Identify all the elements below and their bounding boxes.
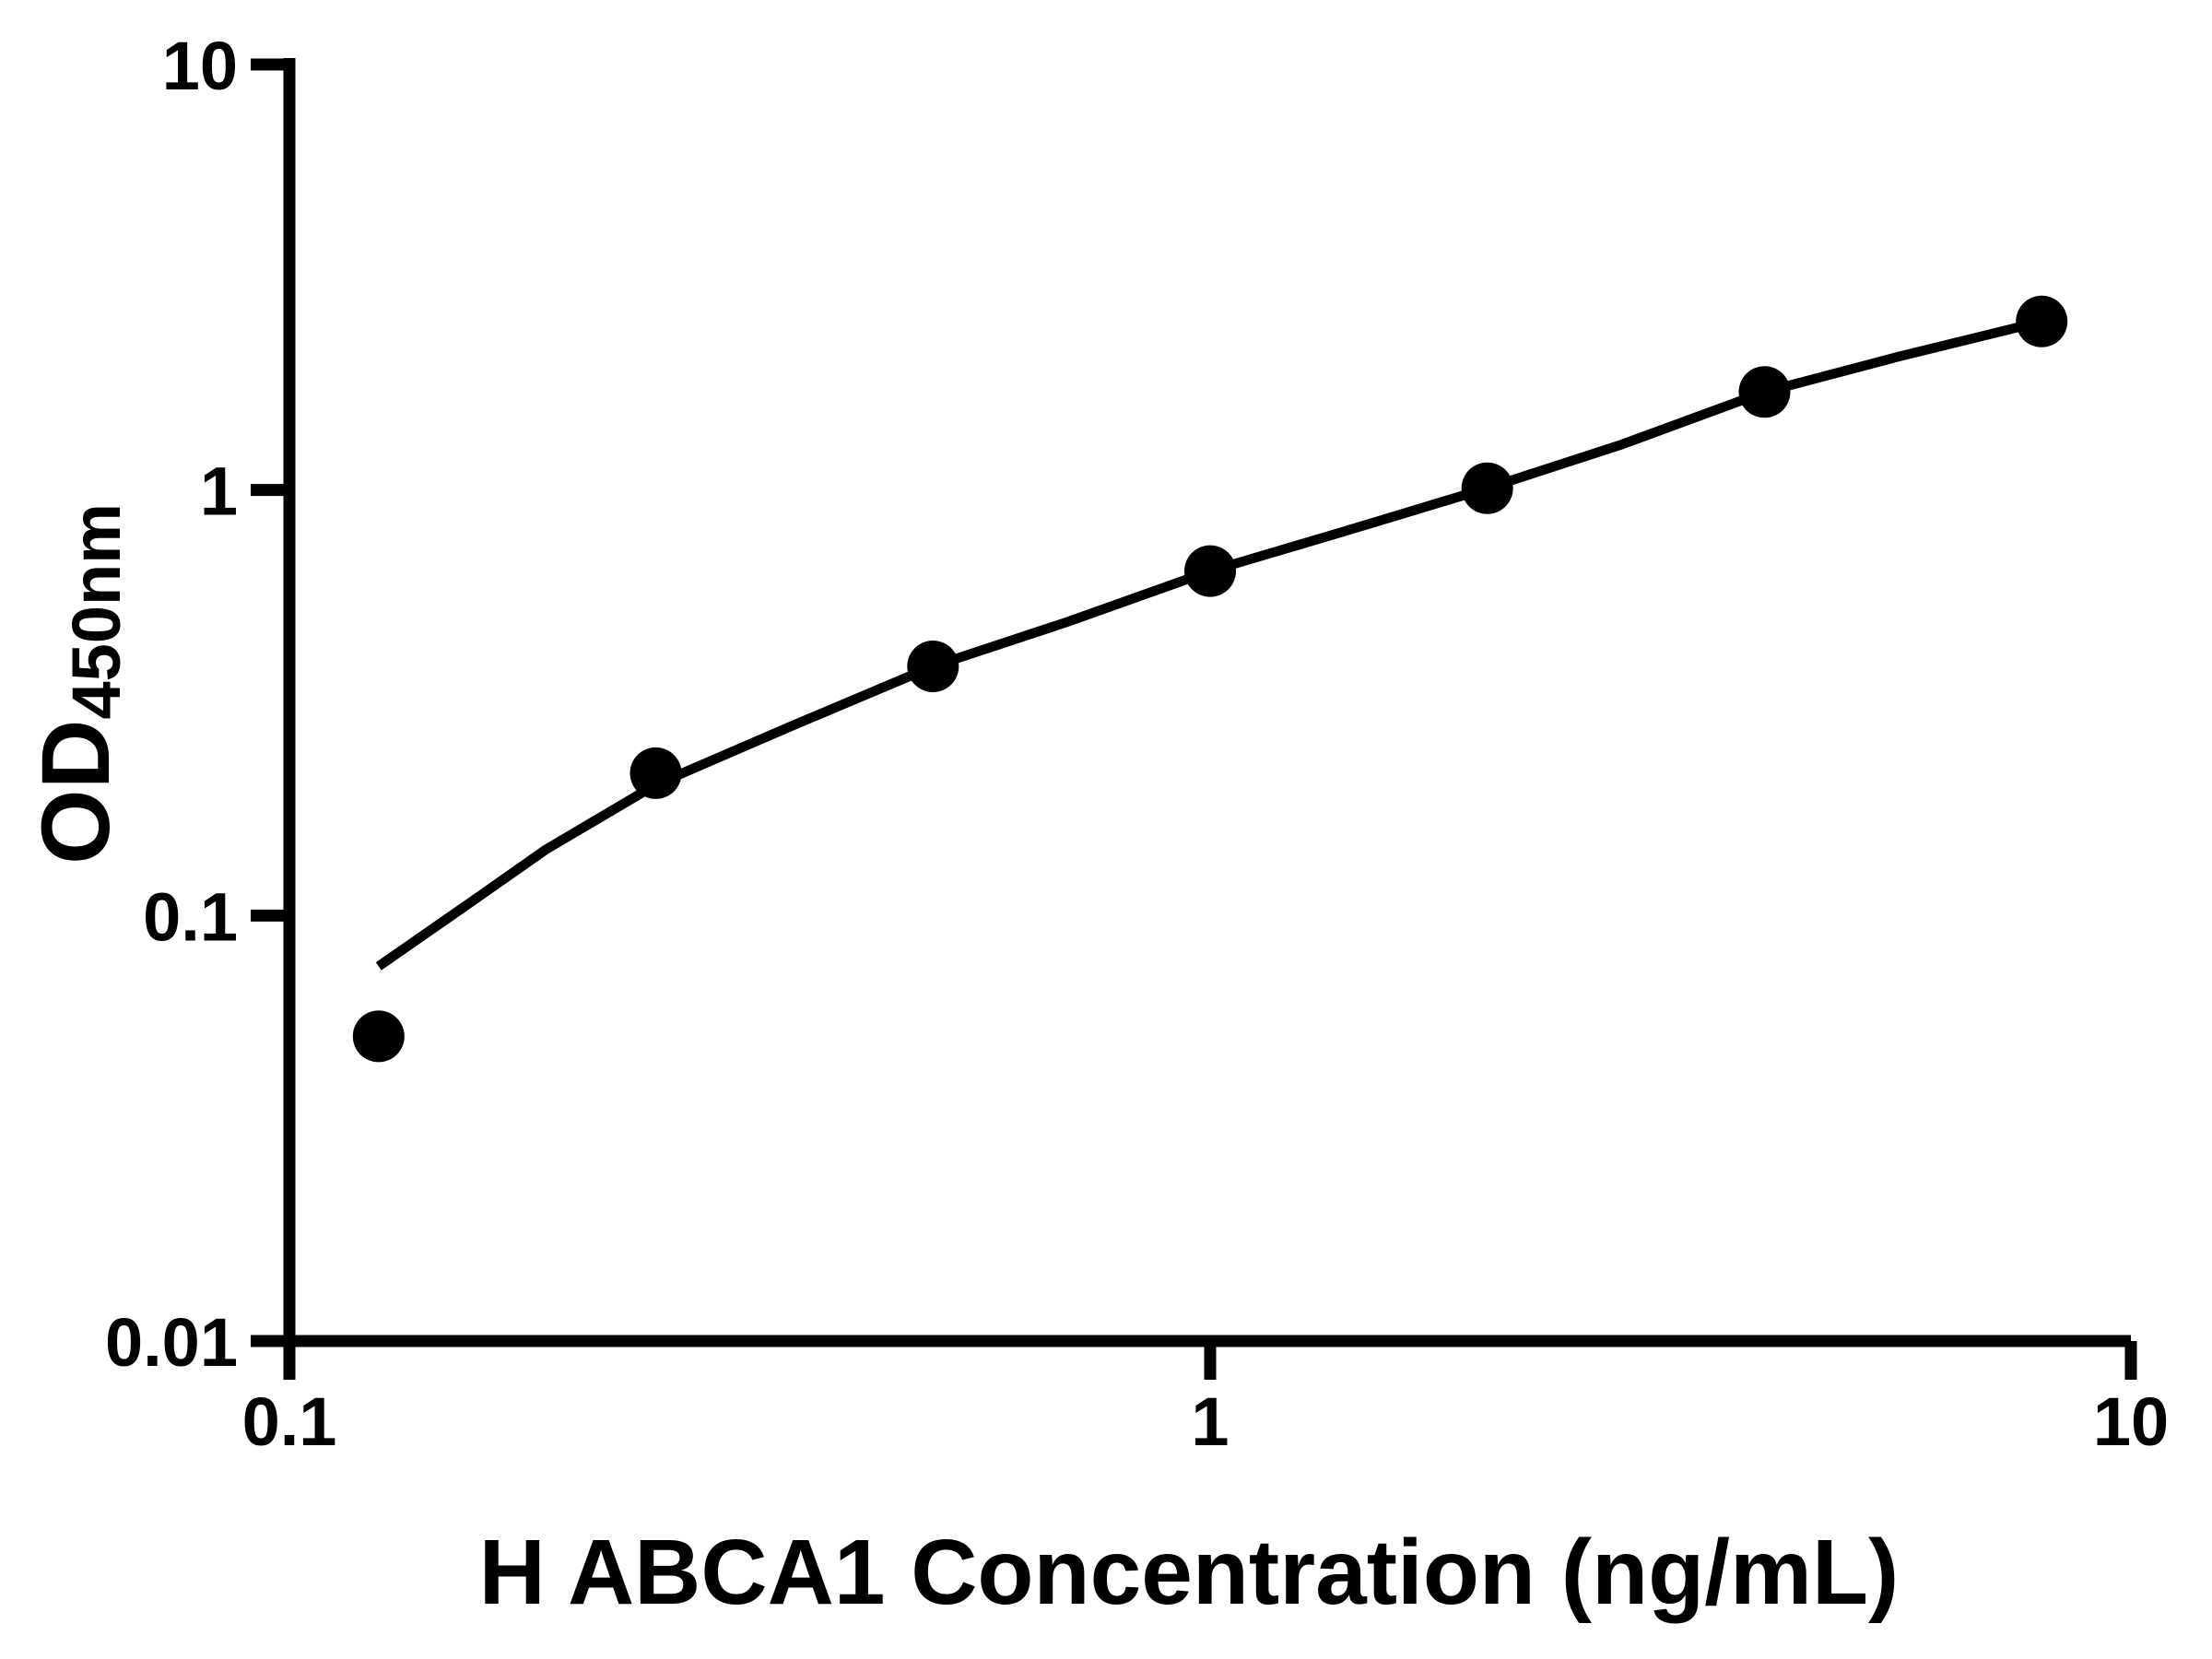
x-axis-title: H ABCA1 Concentration (ng/mL) [479, 1521, 1900, 1624]
x-tick-label: 0.1 [242, 1383, 337, 1460]
data-point [1738, 366, 1791, 418]
x-axis-ticks [283, 1341, 2137, 1380]
y-axis-title-main: OD [22, 719, 130, 865]
y-tick-label: 0.1 [143, 878, 238, 955]
y-axis-title-sub: 450nm [58, 503, 135, 719]
axis-lines [283, 58, 2131, 1347]
y-tick-label: 0.01 [105, 1304, 238, 1381]
x-tick-label: 10 [2093, 1383, 2169, 1460]
data-point [1184, 545, 1236, 597]
fit-curve-group [375, 316, 2043, 971]
data-point [2016, 295, 2068, 347]
data-point [907, 641, 959, 692]
data-point [352, 1010, 405, 1063]
fit-curve [375, 316, 2043, 971]
y-tick-label: 10 [162, 28, 238, 104]
y-axis-title: OD450nm [22, 503, 135, 865]
y-axis-tick-labels: 0.01 0.1 1 10 [105, 28, 238, 1381]
data-point [629, 747, 682, 799]
y-axis-ticks [251, 58, 289, 1347]
x-axis-tick-labels: 0.1 1 10 [242, 1383, 2170, 1460]
x-tick-label: 1 [1191, 1383, 1229, 1460]
y-tick-label: 1 [200, 453, 238, 530]
data-points-group [352, 295, 2068, 1063]
data-point [1461, 462, 1513, 514]
